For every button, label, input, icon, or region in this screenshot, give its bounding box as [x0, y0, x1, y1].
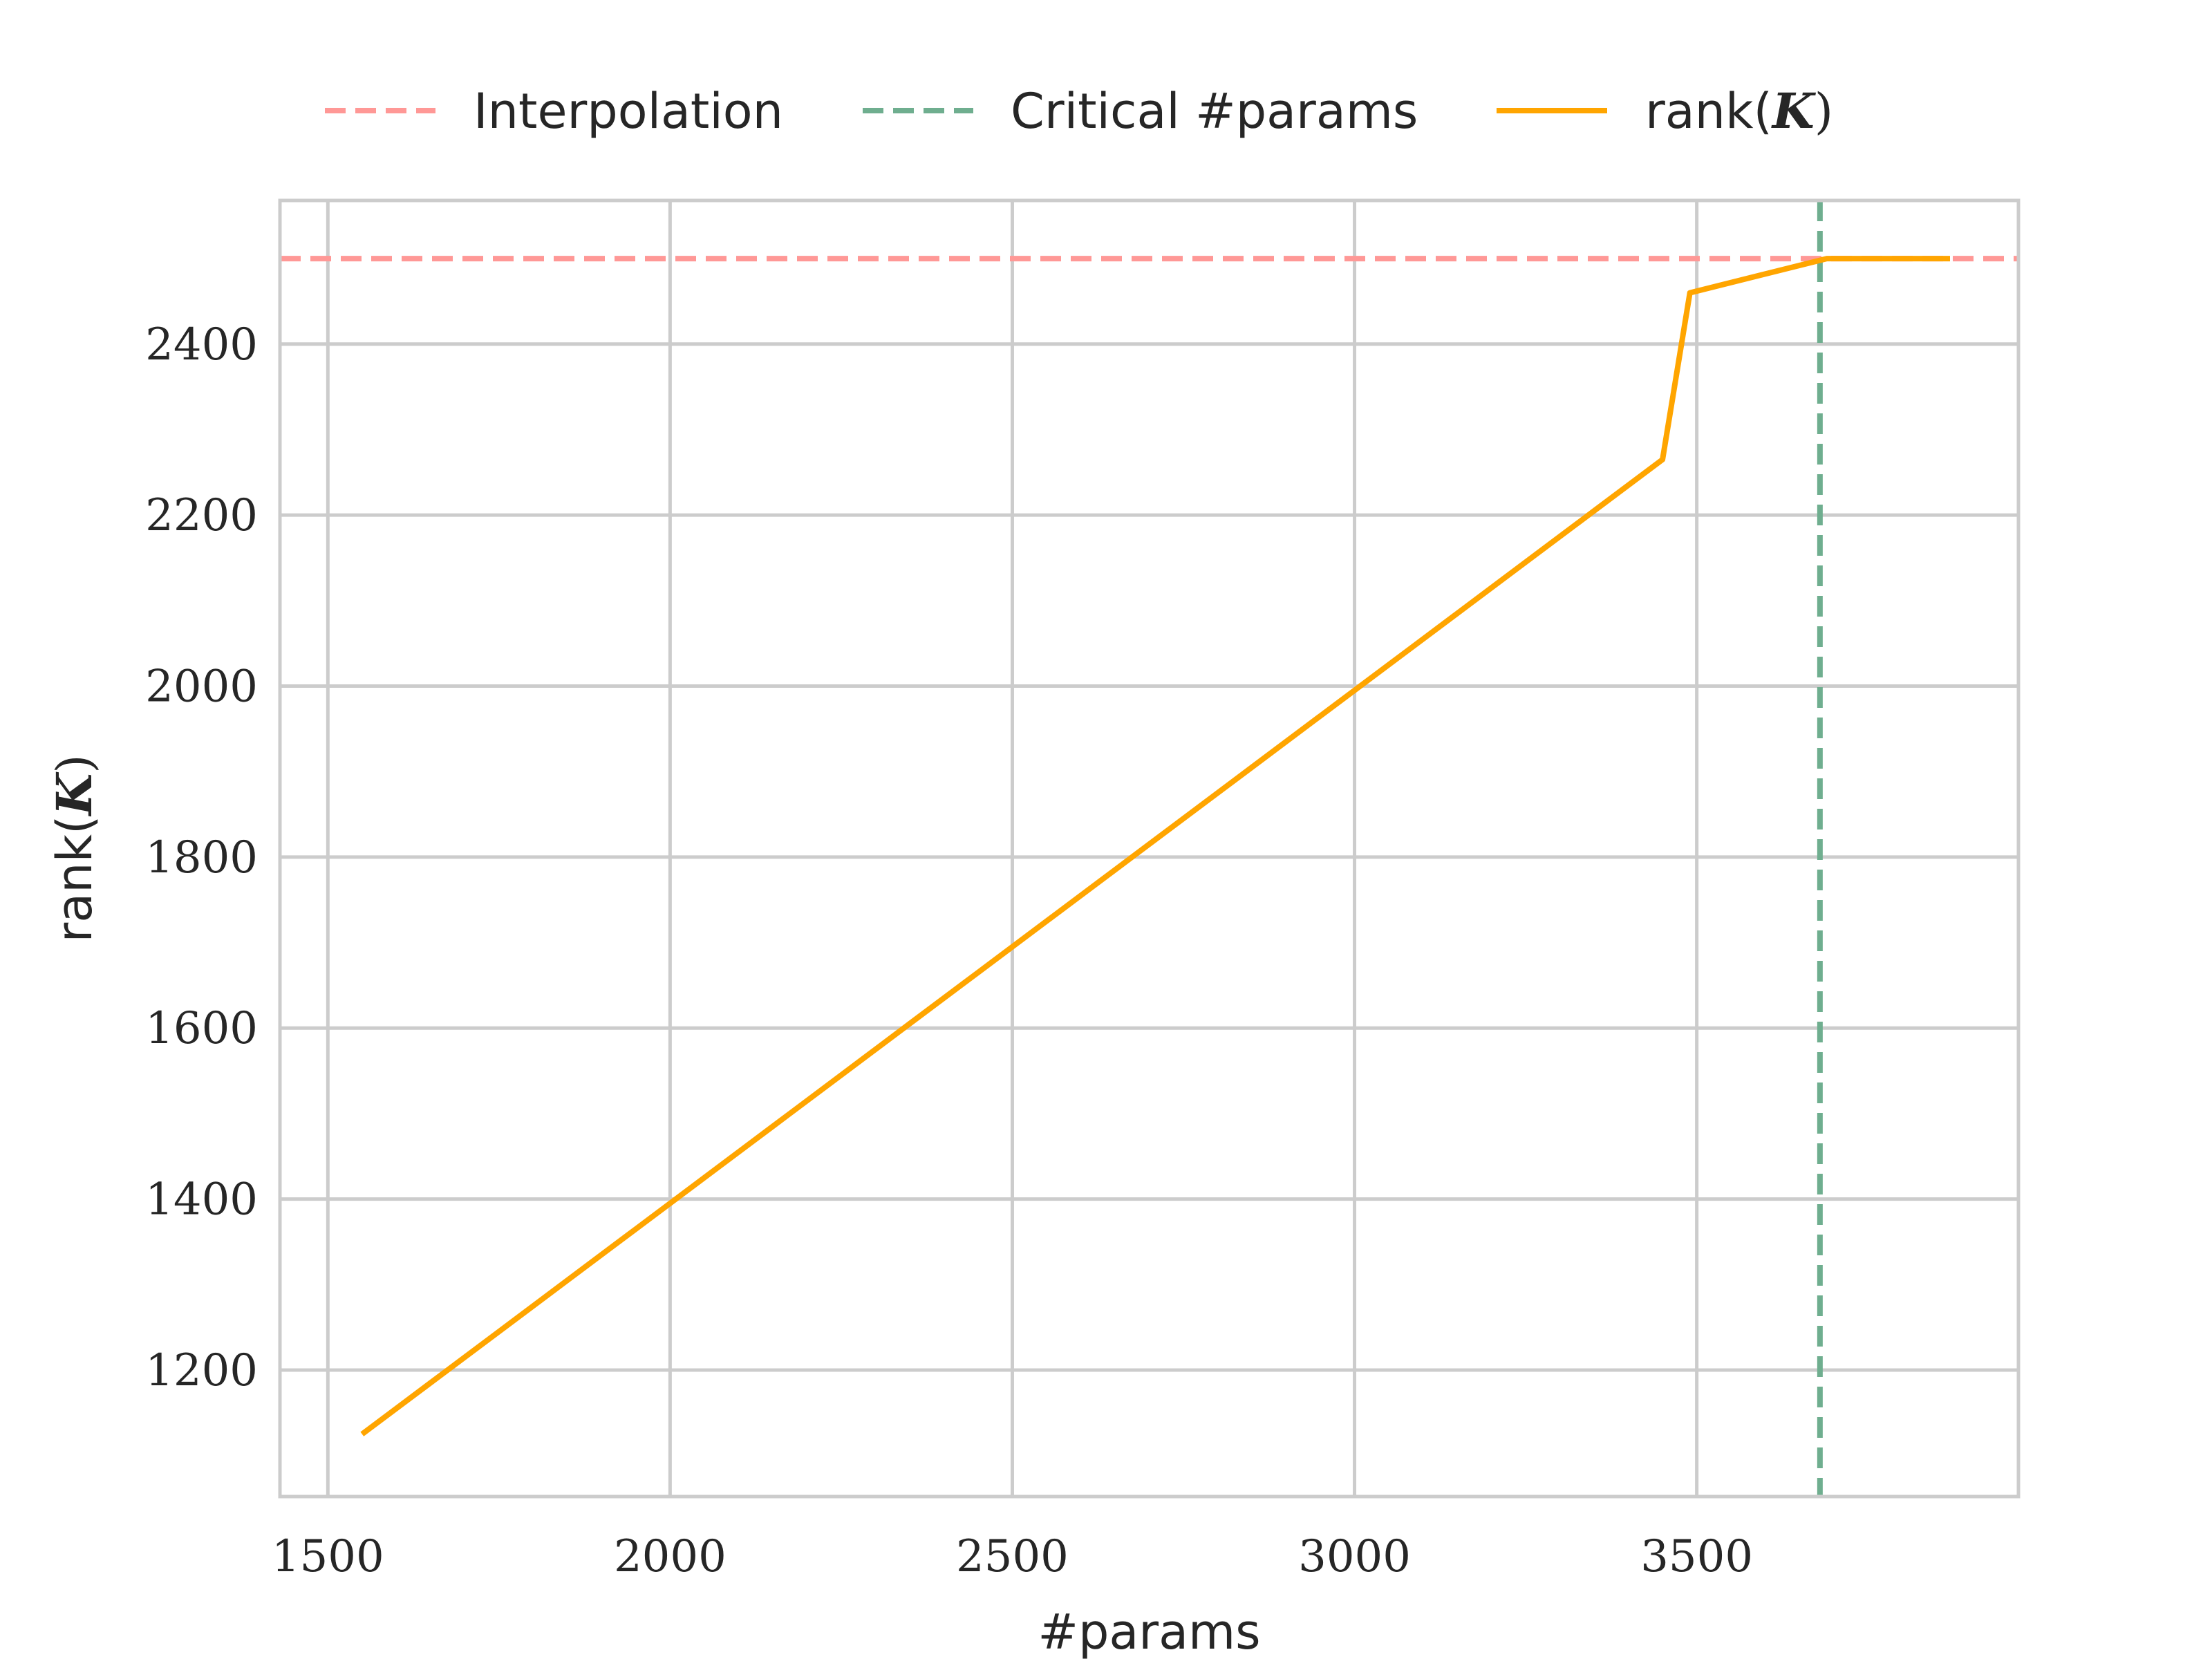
plot-frame — [278, 198, 2021, 1499]
x-tick-label: 3500 — [1640, 1531, 1753, 1582]
legend-item-critical-params: Critical #params — [863, 83, 1418, 140]
y-tick-label: 2400 — [145, 319, 258, 371]
legend-label-symbol: K — [1771, 82, 1817, 140]
legend-label-suffix: ) — [1815, 83, 1833, 140]
legend-label: Interpolation — [474, 83, 783, 140]
legend: Interpolation Critical #params rank(K) — [325, 82, 1833, 140]
y-axis-label: rank(K) — [46, 754, 103, 942]
y-tick-labels: 1200 1400 1600 1800 2000 2200 2400 — [145, 319, 258, 1396]
legend-item-interpolation: Interpolation — [325, 83, 783, 140]
x-tick-label: 2500 — [956, 1531, 1069, 1582]
legend-label: rank(K) — [1645, 82, 1833, 140]
x-tick-labels: 1500 2000 2500 3000 3500 — [272, 1531, 1753, 1582]
legend-label-prefix: rank( — [1645, 83, 1772, 140]
x-tick-label: 3000 — [1298, 1531, 1411, 1582]
legend-item-rank-k: rank(K) — [1497, 82, 1833, 140]
legend-label: Critical #params — [1011, 83, 1418, 140]
y-tick-label: 2000 — [145, 662, 258, 713]
x-tick-label: 1500 — [272, 1531, 384, 1582]
y-axis-label-suffix: ) — [46, 754, 103, 773]
grid — [280, 200, 2018, 1497]
plot-lines — [280, 200, 2018, 1497]
y-axis-label-symbol: K — [46, 771, 103, 817]
y-axis-label-prefix: rank( — [46, 816, 103, 943]
y-tick-label: 1400 — [145, 1174, 258, 1226]
x-axis-label: #params — [1038, 1604, 1260, 1659]
y-tick-label: 1800 — [145, 832, 258, 883]
rank-k-line — [360, 256, 1950, 1436]
y-tick-label: 1600 — [145, 1003, 258, 1054]
x-tick-label: 2000 — [614, 1531, 727, 1582]
y-tick-label: 1200 — [145, 1345, 258, 1396]
y-tick-label: 2200 — [145, 490, 258, 541]
